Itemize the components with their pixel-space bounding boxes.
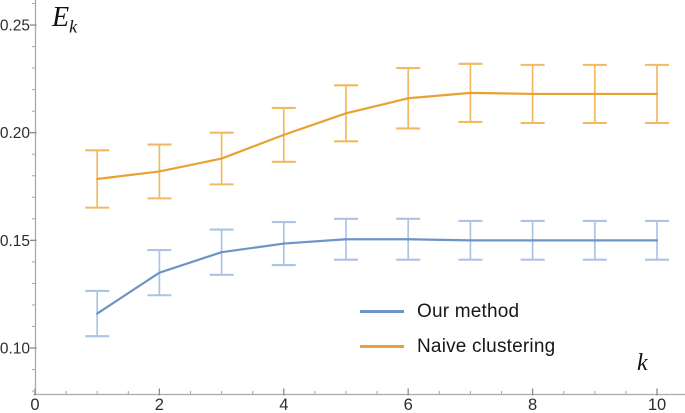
y-tick-label: 0.15 (0, 233, 30, 250)
x-tick-label: 10 (648, 396, 666, 413)
y-axis-title-sub: k (69, 16, 78, 37)
x-tick-label: 6 (404, 396, 413, 413)
legend-item-our-method: Our method (360, 294, 555, 329)
x-tick-label: 0 (30, 396, 39, 413)
series-naive-clustering-line (96, 91, 659, 181)
y-axis-title: Ek (52, 2, 78, 37)
x-tick-label: 2 (155, 396, 164, 413)
series-our-method-line (96, 238, 659, 315)
legend-label-naive-clustering: Naive clustering (417, 335, 556, 357)
y-tick-label: 0.20 (0, 125, 30, 142)
data-series (85, 62, 669, 338)
y-axis-ticks: 0.10 0.15 0.20 0.25 (0, 2, 37, 392)
legend: Our method Naive clustering (360, 294, 555, 364)
x-tick-label: 8 (528, 396, 537, 413)
our-method-line-swatch (360, 310, 404, 313)
x-tick-label: 4 (279, 396, 288, 413)
legend-label-our-method: Our method (417, 300, 520, 322)
y-tick-label: 0.25 (0, 18, 30, 35)
legend-item-naive-clustering: Naive clustering (360, 329, 555, 364)
x-axis-title: k (637, 350, 648, 376)
y-axis-title-main: E (52, 2, 70, 33)
x-axis-ticks: 0 2 4 6 8 10 (30, 388, 666, 413)
series-our-method-error-bars (85, 217, 669, 338)
y-tick-label: 0.10 (0, 341, 30, 358)
naive-clustering-line-swatch (360, 345, 404, 348)
series-naive-clustering-error-bars (85, 62, 669, 209)
